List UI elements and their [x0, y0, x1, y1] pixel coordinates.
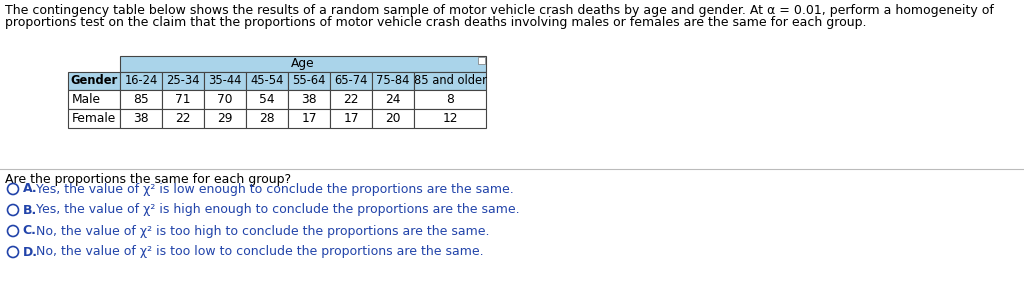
Text: 35-44: 35-44 — [208, 75, 242, 88]
Text: Male: Male — [72, 93, 101, 106]
Text: 22: 22 — [175, 112, 190, 125]
Bar — [120, 90, 162, 109]
Text: Are the proportions the same for each group?: Are the proportions the same for each gr… — [5, 173, 291, 186]
Text: 54: 54 — [259, 93, 274, 106]
Text: 85: 85 — [133, 93, 148, 106]
Bar — [204, 90, 246, 109]
Text: 45-54: 45-54 — [250, 75, 284, 88]
Bar — [68, 72, 120, 90]
Bar — [288, 90, 330, 109]
Text: Female: Female — [72, 112, 117, 125]
Text: 20: 20 — [385, 112, 400, 125]
Bar — [414, 90, 486, 109]
Bar — [414, 109, 486, 128]
Text: B.: B. — [23, 204, 37, 217]
Bar — [288, 109, 330, 128]
Text: proportions test on the claim that the proportions of motor vehicle crash deaths: proportions test on the claim that the p… — [5, 16, 866, 29]
Text: No, the value of χ² is too low to conclude the proportions are the same.: No, the value of χ² is too low to conclu… — [37, 245, 484, 259]
Text: 38: 38 — [301, 93, 316, 106]
Text: A.: A. — [23, 183, 37, 196]
Bar — [478, 57, 485, 64]
Bar — [120, 72, 162, 90]
Text: 71: 71 — [175, 93, 190, 106]
Text: 22: 22 — [343, 93, 358, 106]
Bar — [68, 90, 120, 109]
Text: 8: 8 — [446, 93, 454, 106]
Text: 17: 17 — [301, 112, 316, 125]
Text: 16-24: 16-24 — [124, 75, 158, 88]
Text: D.: D. — [23, 245, 38, 259]
Bar — [414, 72, 486, 90]
Text: 38: 38 — [133, 112, 148, 125]
Bar — [246, 72, 288, 90]
Text: 17: 17 — [343, 112, 358, 125]
Bar — [162, 90, 204, 109]
Text: No, the value of χ² is too high to conclude the proportions are the same.: No, the value of χ² is too high to concl… — [37, 225, 490, 238]
Text: The contingency table below shows the results of a random sample of motor vehicl: The contingency table below shows the re… — [5, 4, 994, 17]
Bar — [330, 90, 372, 109]
Bar — [372, 109, 414, 128]
Text: 12: 12 — [442, 112, 458, 125]
Text: Yes, the value of χ² is high enough to conclude the proportions are the same.: Yes, the value of χ² is high enough to c… — [37, 204, 520, 217]
Bar — [288, 72, 330, 90]
Bar — [246, 109, 288, 128]
Bar — [204, 72, 246, 90]
Text: 70: 70 — [217, 93, 232, 106]
Text: 65-74: 65-74 — [334, 75, 368, 88]
Bar — [246, 90, 288, 109]
Bar — [162, 72, 204, 90]
Bar — [68, 109, 120, 128]
Text: 75-84: 75-84 — [376, 75, 410, 88]
Text: 24: 24 — [385, 93, 400, 106]
Bar — [372, 90, 414, 109]
Text: Gender: Gender — [71, 75, 118, 88]
Text: Age: Age — [291, 58, 314, 71]
Text: 28: 28 — [259, 112, 274, 125]
Bar — [330, 109, 372, 128]
Text: 29: 29 — [217, 112, 232, 125]
Text: 25-34: 25-34 — [166, 75, 200, 88]
Bar — [120, 109, 162, 128]
Text: 85 and older: 85 and older — [414, 75, 486, 88]
Bar — [204, 109, 246, 128]
Text: Yes, the value of χ² is low enough to conclude the proportions are the same.: Yes, the value of χ² is low enough to co… — [37, 183, 514, 196]
Bar — [120, 56, 486, 72]
Bar — [372, 72, 414, 90]
Bar — [162, 109, 204, 128]
Text: 55-64: 55-64 — [292, 75, 326, 88]
Bar — [330, 72, 372, 90]
Text: C.: C. — [23, 225, 37, 238]
